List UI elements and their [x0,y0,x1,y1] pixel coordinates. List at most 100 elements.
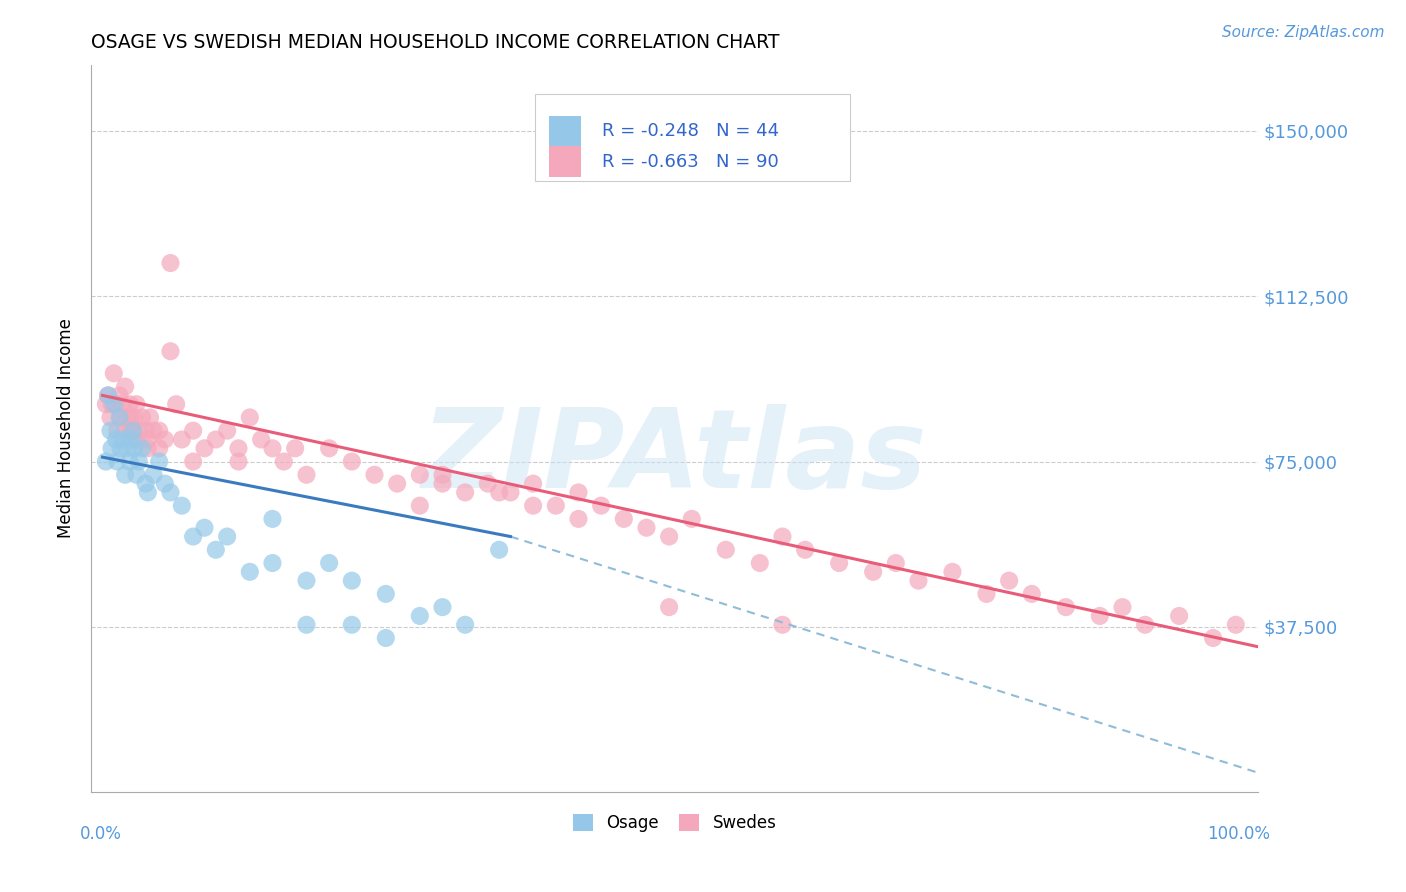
Point [262,442,284,456]
Point [105,397,128,411]
Point [170,499,193,513]
Point [522,476,544,491]
Point [217,530,239,544]
Point [658,530,681,544]
Point [120,433,142,447]
Point [142,467,165,482]
Point [159,256,181,270]
Point [374,587,396,601]
Point [159,485,181,500]
Point [409,609,432,624]
FancyBboxPatch shape [534,94,849,181]
Point [432,476,454,491]
Point [1054,600,1077,615]
Text: 0.0%: 0.0% [80,825,121,843]
Point [131,442,153,456]
Point [125,433,148,447]
Point [477,476,499,491]
Point [636,521,658,535]
Point [613,512,636,526]
Point [135,476,157,491]
Point [748,556,770,570]
Point [284,442,307,456]
Text: R = -0.248   N = 44: R = -0.248 N = 44 [602,122,779,140]
Point [105,454,128,468]
Point [409,467,432,482]
Point [998,574,1021,588]
Point [772,530,794,544]
Text: ZIPAtlas: ZIPAtlas [422,404,928,511]
Point [262,556,284,570]
Point [1088,609,1111,624]
Point [153,433,176,447]
Point [97,388,120,402]
Point [714,542,737,557]
Point [103,397,125,411]
Point [131,410,153,425]
Point [94,397,117,411]
Point [148,454,170,468]
Point [1225,617,1247,632]
Point [100,410,122,425]
Point [658,600,681,615]
Point [120,410,142,425]
Point [105,424,128,438]
Point [907,574,929,588]
Point [100,397,122,411]
Point [181,454,204,468]
FancyBboxPatch shape [548,146,582,177]
Point [941,565,963,579]
Point [976,587,998,601]
Point [114,424,136,438]
Point [363,467,385,482]
Point [148,424,170,438]
Point [1111,600,1133,615]
Point [409,499,432,513]
Point [97,388,120,402]
Point [108,388,131,402]
Point [828,556,851,570]
Point [122,424,145,438]
Point [772,617,794,632]
Point [273,454,295,468]
Point [128,454,150,468]
Point [118,397,141,411]
Point [432,600,454,615]
Point [1168,609,1191,624]
Point [103,367,125,381]
Point [488,542,510,557]
Point [117,410,139,425]
Point [1202,631,1225,645]
Point [136,442,159,456]
Point [1021,587,1043,601]
Point [1133,617,1156,632]
Point [125,467,148,482]
Point [122,410,145,425]
Point [591,499,613,513]
Point [488,485,510,500]
Point [295,467,318,482]
Point [374,631,396,645]
Point [217,424,239,438]
Text: R = -0.663   N = 90: R = -0.663 N = 90 [602,153,779,170]
Point [262,512,284,526]
Point [862,565,884,579]
Point [522,499,544,513]
Point [114,379,136,393]
Point [340,617,363,632]
Point [340,454,363,468]
Point [295,617,318,632]
Point [110,442,132,456]
Point [111,433,134,447]
Point [295,574,318,588]
Point [170,433,193,447]
Point [94,454,117,468]
Text: Source: ZipAtlas.com: Source: ZipAtlas.com [1222,25,1385,40]
Point [318,556,340,570]
Point [110,410,132,425]
Point [228,442,250,456]
Point [204,542,226,557]
Point [153,476,176,491]
Point [159,344,181,359]
Point [181,530,204,544]
